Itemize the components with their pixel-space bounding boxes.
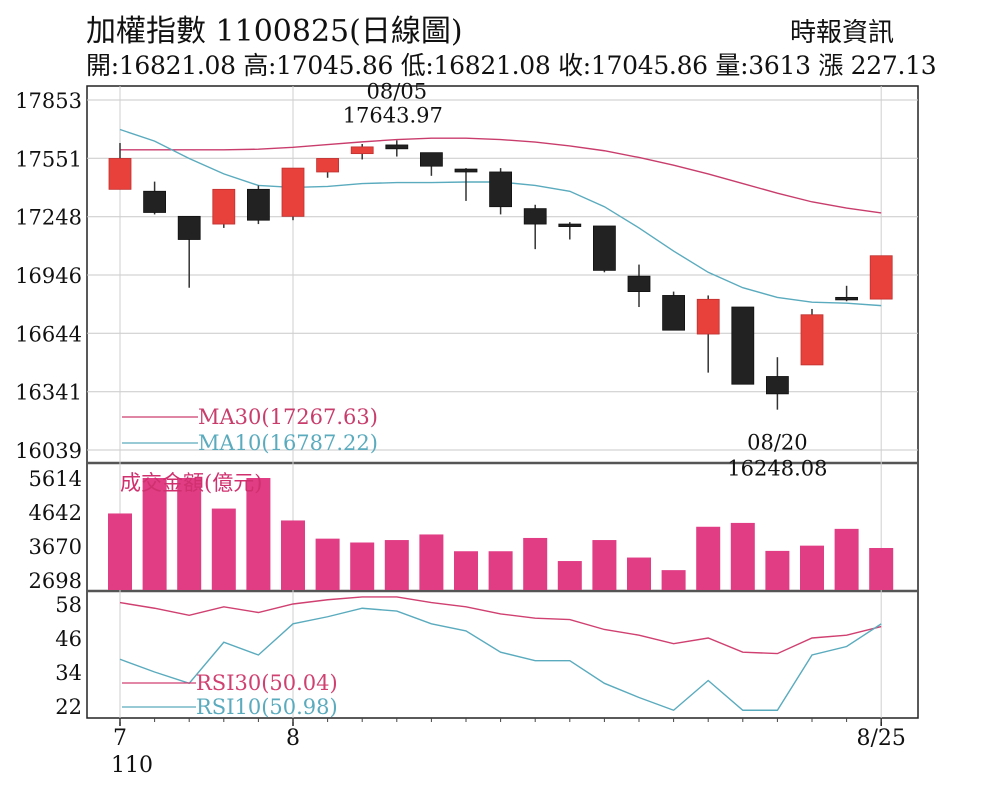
candle-body <box>212 188 236 225</box>
volume-bar <box>523 537 548 590</box>
volume-bar <box>627 557 651 590</box>
ma-legend-label: MA30(17267.63) <box>198 405 378 429</box>
price-tick-label: 16644 <box>15 322 82 346</box>
price-tick-label: 17853 <box>15 89 82 113</box>
price-tick-label: 17551 <box>15 147 82 171</box>
candle-body <box>766 376 789 395</box>
volume-tick-label: 4642 <box>29 501 82 525</box>
ma-legend-label: MA10(16787.22) <box>198 431 378 455</box>
chart-title: 加權指數 1100825(日線圖) <box>86 14 463 49</box>
volume-bar <box>177 478 202 590</box>
volume-bar <box>211 508 236 590</box>
volume-bar <box>696 526 721 590</box>
rsi-legend-label: RSI30(50.04) <box>196 671 338 695</box>
volume-label: 成交金額(億元) <box>120 471 262 495</box>
volume-bar <box>765 550 790 590</box>
chart-frame <box>86 85 919 719</box>
rsi-tick-label: 46 <box>55 627 82 651</box>
high-annotation-value: 17643.97 <box>343 103 443 127</box>
ma-line <box>120 137 882 214</box>
volume-bar <box>557 561 582 590</box>
volume-bar <box>592 540 617 590</box>
candle-body <box>731 306 755 385</box>
volume-tick-label: 2698 <box>29 569 82 593</box>
price-tick-label: 16341 <box>15 381 82 405</box>
rsi-tick-label: 22 <box>55 695 82 719</box>
volume-bar <box>419 534 444 590</box>
volume-bar <box>800 545 824 590</box>
candle-body <box>419 152 443 167</box>
candle-body <box>350 146 374 155</box>
rsi-line <box>119 596 882 655</box>
rsi-line <box>119 607 882 712</box>
low-annotation-value: 16248.08 <box>727 457 827 481</box>
candle-body <box>593 225 616 271</box>
price-tick-label: 17248 <box>15 206 82 230</box>
candle-body <box>454 168 478 173</box>
rsi-legend-label: RSI10(50.98) <box>196 695 338 719</box>
candle-body <box>316 158 340 173</box>
high-annotation-date: 08/05 <box>367 79 428 103</box>
price-tick-label: 16039 <box>15 439 82 463</box>
candle-body <box>800 314 824 366</box>
ohlc-summary: 開:16821.08 高:17045.86 低:16821.08 收:17045… <box>86 51 937 80</box>
volume-bar <box>246 478 271 590</box>
candle-body <box>523 208 547 225</box>
x-tick-sublabel: 110 <box>111 753 153 778</box>
volume-tick-label: 5614 <box>29 467 82 491</box>
volume-bar <box>315 538 340 590</box>
low-annotation-date: 08/20 <box>747 431 808 455</box>
volume-bar <box>834 528 859 590</box>
candle-body <box>108 158 132 190</box>
volume-bar <box>384 540 409 590</box>
volume-bar <box>454 551 478 590</box>
candle-body <box>869 255 893 300</box>
volume-bar <box>488 551 513 590</box>
rsi-tick-label: 34 <box>55 661 82 685</box>
volume-tick-label: 3670 <box>29 535 82 559</box>
volume-bar <box>869 547 894 590</box>
candle-body <box>558 223 582 227</box>
candle-body <box>835 296 858 301</box>
price-tick-label: 16946 <box>15 264 82 288</box>
volume-bar <box>142 478 167 590</box>
candle-body <box>177 215 201 240</box>
rsi-tick-label: 58 <box>55 593 82 617</box>
source-label: 時報資訊 <box>790 18 895 48</box>
candle-body <box>696 298 720 335</box>
candle-body <box>662 295 685 331</box>
candle-body <box>246 188 270 221</box>
volume-bar <box>661 570 686 590</box>
volume-bar <box>730 522 755 590</box>
volume-bar <box>281 520 305 590</box>
candle-body <box>281 167 305 217</box>
x-tick-label: 8/25 <box>856 726 905 751</box>
candle-body <box>143 190 167 213</box>
x-tick-label: 7 <box>113 726 127 751</box>
candle-body <box>627 275 651 292</box>
candle-body <box>385 144 409 150</box>
x-tick-label: 8 <box>286 726 300 751</box>
volume-bar <box>108 513 132 590</box>
volume-bar <box>350 542 375 590</box>
candle-body <box>489 171 513 208</box>
